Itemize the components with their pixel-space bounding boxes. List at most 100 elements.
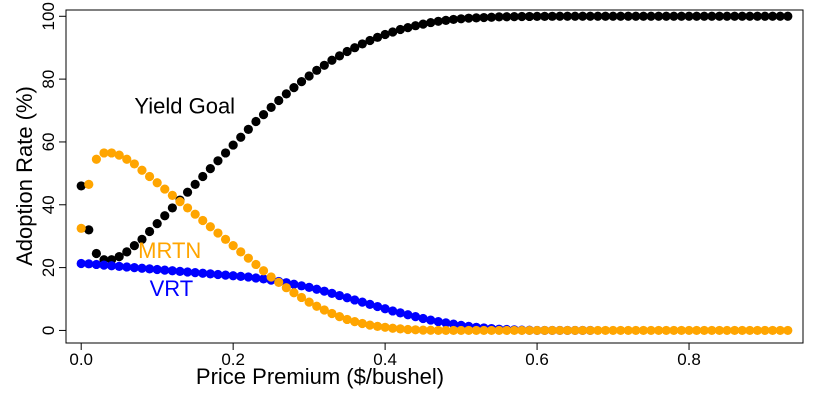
yield-goal-point bbox=[471, 13, 481, 23]
vrt-point bbox=[357, 297, 367, 307]
mrtn-point bbox=[593, 325, 603, 336]
yield-goal-point bbox=[380, 29, 390, 40]
yield-goal-point bbox=[760, 11, 770, 21]
yield-goal-point bbox=[236, 132, 246, 142]
yield-goal-point bbox=[547, 11, 557, 21]
yield-goal-point bbox=[631, 11, 641, 21]
mrtn-point bbox=[137, 165, 147, 175]
mrtn-point bbox=[426, 325, 436, 335]
vrt-point bbox=[198, 268, 208, 278]
mrtn-point bbox=[76, 223, 86, 233]
mrtn-point bbox=[684, 325, 694, 336]
yield-goal-point bbox=[676, 11, 687, 21]
yield-goal-point bbox=[251, 116, 261, 127]
vrt-point bbox=[129, 263, 139, 273]
mrtn-point bbox=[167, 190, 177, 200]
vrt-point bbox=[433, 317, 443, 327]
vrt-point bbox=[236, 271, 246, 281]
yield-goal-point bbox=[752, 11, 763, 21]
mrtn-point bbox=[441, 325, 451, 336]
mrtn-point bbox=[669, 325, 679, 336]
yield-goal-point bbox=[122, 247, 132, 257]
mrtn-point bbox=[730, 325, 740, 336]
y-tick-label: 100 bbox=[39, 2, 58, 30]
yield-goal-point bbox=[669, 11, 679, 21]
y-tick-label: 80 bbox=[39, 70, 58, 89]
series-annotations: Yield Goal MRTN VRT bbox=[134, 94, 235, 301]
vrt-point bbox=[312, 284, 322, 294]
yield-goal-point bbox=[714, 11, 725, 21]
mrtn-point bbox=[99, 148, 109, 158]
vrt-point bbox=[304, 282, 314, 292]
mrtn-point bbox=[585, 325, 595, 336]
vrt-point bbox=[152, 264, 162, 275]
yield-goal-point bbox=[350, 43, 360, 53]
mrtn-point bbox=[198, 215, 208, 226]
vrt-point bbox=[205, 269, 215, 279]
yield-goal-point bbox=[456, 14, 466, 24]
yield-goal-point bbox=[213, 156, 223, 166]
mrtn-point bbox=[410, 325, 421, 335]
mrtn-point bbox=[547, 325, 557, 336]
mrtn-point bbox=[532, 325, 542, 336]
vrt-label: VRT bbox=[150, 276, 194, 301]
yield-goal-point bbox=[114, 252, 124, 262]
vrt-point bbox=[410, 312, 421, 322]
mrtn-point bbox=[175, 197, 185, 207]
mrtn-point bbox=[456, 325, 466, 336]
yield-goal-point bbox=[661, 11, 671, 21]
vrt-point bbox=[243, 272, 253, 282]
vrt-point bbox=[380, 304, 390, 314]
series-yield-goal bbox=[76, 11, 793, 265]
yield-goal-point bbox=[334, 51, 345, 61]
yield-goal-point bbox=[281, 89, 291, 99]
yield-goal-point bbox=[623, 11, 633, 21]
vrt-point bbox=[334, 290, 345, 301]
yield-goal-point bbox=[524, 11, 535, 22]
mrtn-point bbox=[296, 292, 307, 303]
yield-goal-point bbox=[433, 16, 443, 26]
mrtn-point bbox=[623, 325, 633, 336]
vrt-point bbox=[114, 261, 124, 271]
mrtn-point bbox=[562, 325, 573, 336]
y-tick-label: 40 bbox=[39, 195, 58, 214]
mrtn-point bbox=[699, 325, 709, 336]
mrtn-point bbox=[114, 150, 124, 160]
mrtn-point bbox=[106, 148, 117, 158]
yield-goal-point bbox=[775, 11, 785, 21]
yield-goal-point bbox=[198, 171, 208, 182]
yield-goal-point bbox=[129, 241, 139, 251]
yield-goal-point bbox=[372, 32, 383, 42]
mrtn-point bbox=[737, 325, 747, 336]
vrt-point bbox=[327, 288, 337, 298]
yield-goal-point bbox=[220, 148, 231, 158]
yield-goal-point bbox=[266, 102, 276, 112]
yield-goal-point bbox=[562, 11, 573, 21]
mrtn-point bbox=[608, 325, 618, 336]
mrtn-point bbox=[555, 325, 565, 336]
y-tick-label: 0 bbox=[39, 326, 58, 335]
vrt-point bbox=[160, 265, 170, 275]
mrtn-point bbox=[502, 325, 512, 336]
mrtn-point bbox=[327, 308, 337, 319]
yield-goal-point bbox=[205, 164, 215, 174]
vrt-point bbox=[220, 270, 231, 280]
mrtn-point bbox=[258, 266, 269, 276]
vrt-point bbox=[91, 259, 101, 270]
vrt-point bbox=[342, 293, 352, 303]
vrt-point bbox=[228, 271, 238, 281]
yield-goal-point bbox=[593, 11, 603, 21]
vrt-point bbox=[350, 295, 360, 305]
yield-goal-point bbox=[479, 12, 489, 23]
vrt-point bbox=[76, 258, 86, 269]
yield-goal-point bbox=[654, 11, 664, 21]
vrt-point bbox=[372, 301, 383, 312]
mrtn-point bbox=[334, 312, 345, 322]
mrtn-point bbox=[775, 325, 785, 336]
mrtn-point bbox=[403, 324, 413, 335]
yield-goal-point bbox=[486, 12, 497, 22]
vrt-point bbox=[296, 281, 307, 291]
yield-goal-point bbox=[342, 46, 352, 57]
mrtn-point bbox=[707, 325, 717, 336]
mrtn-point bbox=[524, 325, 535, 336]
